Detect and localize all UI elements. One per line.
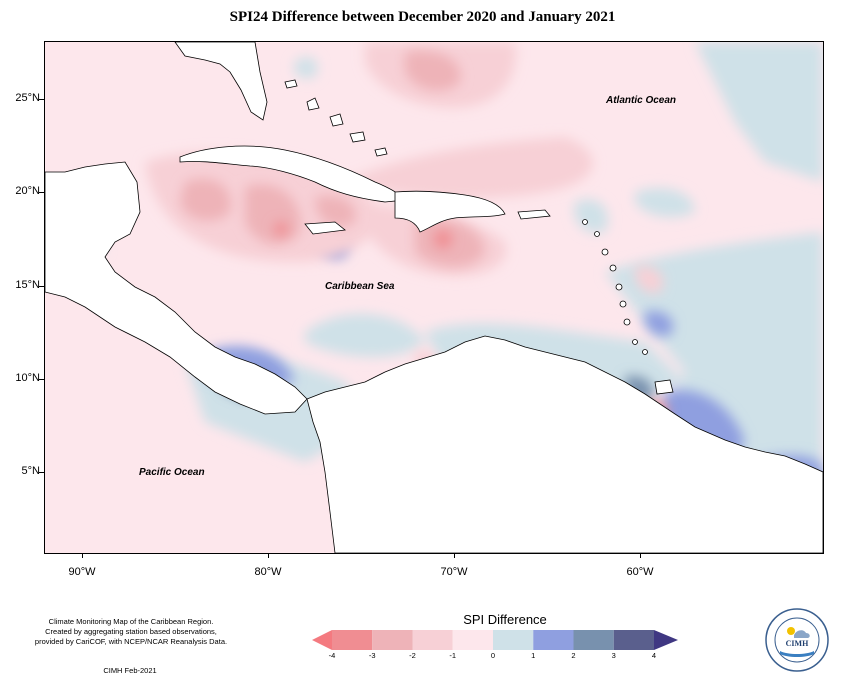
jamaica [304, 221, 346, 235]
bahamas-blue [293, 57, 318, 79]
logo-inner-ring [774, 617, 820, 663]
atlantic-northeast-blue [695, 42, 823, 182]
island-7 [623, 318, 631, 326]
lat-label-25: 25°N [15, 92, 40, 104]
bahamas-island-2 [306, 97, 320, 111]
legend-tick-label: 4 [651, 651, 657, 660]
legend-tick-label: 0 [490, 651, 496, 660]
lon-label-80: 80°W [254, 566, 282, 578]
island-9 [642, 349, 648, 355]
legend-tick-label: -4 [328, 651, 336, 660]
lon-label-90: 90°W [68, 566, 96, 578]
lesser-antilles-pink [634, 266, 664, 294]
puerto-rico [517, 209, 551, 220]
legend-cell-3 [452, 630, 493, 650]
legend-tick-label: 1 [531, 651, 536, 660]
lon-tick-90 [82, 553, 83, 558]
legend-title: SPI Difference [463, 612, 547, 627]
legend-cell-4 [493, 630, 534, 650]
island-2 [594, 231, 600, 237]
legend-cell-7 [613, 630, 654, 650]
lat-label-15: 15°N [15, 279, 40, 291]
cloud-icon [794, 630, 810, 638]
bahamas-island-4 [349, 131, 366, 143]
atlantic-ocean-label: Atlantic Ocean [606, 95, 677, 106]
legend-cell-5 [533, 630, 574, 650]
haiti-strong-pink [434, 230, 452, 248]
lon-tick-60 [640, 553, 641, 558]
legend-arrow-left [312, 630, 332, 650]
island-3 [601, 248, 609, 256]
lon-tick-80 [268, 553, 269, 558]
northeast-patch-blue [635, 188, 695, 218]
legend-cell-1 [372, 630, 413, 650]
lat-tick-15 [39, 286, 44, 287]
credit-line-2: Created by aggregating station based obs… [45, 627, 217, 636]
wave-icon [780, 651, 814, 657]
credit-line-3: provided by CariCOF, with NCEP/NCAR Rean… [34, 637, 228, 646]
leeward-blue [574, 199, 609, 233]
legend-cells [332, 630, 654, 650]
lat-tick-25 [39, 99, 44, 100]
lon-tick-70 [454, 553, 455, 558]
legend-tick-label: 2 [571, 651, 576, 660]
cayman-dark-pink [315, 195, 356, 227]
caribbean-sea-label: Caribbean Sea [325, 281, 395, 292]
lon-label-70: 70°W [440, 566, 468, 578]
lat-label-20: 20°N [15, 185, 40, 197]
lat-label-5: 5°N [21, 465, 40, 477]
legend-cell-2 [412, 630, 453, 650]
credit-text: Climate Monitoring Map of the Caribbean … [6, 617, 256, 647]
lat-tick-10 [39, 379, 44, 380]
credit-line-1: Climate Monitoring Map of the Caribbean … [48, 617, 214, 626]
lat-tick-5 [39, 472, 44, 473]
bahamas-island-5 [374, 147, 388, 157]
legend-cell-0 [332, 630, 373, 650]
spi-difference-map [45, 42, 823, 553]
legend-tick-label: -1 [449, 651, 457, 660]
map-title: SPI24 Difference between December 2020 a… [229, 9, 616, 25]
legend-tick-label: -3 [368, 651, 376, 660]
legend-cell-6 [573, 630, 614, 650]
legend-tick-label: 3 [611, 651, 616, 660]
bahamas-island-3 [329, 113, 344, 127]
trinidad [654, 379, 674, 395]
cayman-strong-pink [274, 222, 288, 236]
island-8 [632, 339, 638, 345]
south-america [306, 335, 823, 553]
legend-colorbar [312, 630, 678, 650]
lesser-antilles [582, 219, 648, 355]
credit-date: CIMH Feb-2021 [103, 666, 157, 675]
windward-blue [644, 311, 674, 337]
cuba-west-dark-pink [180, 178, 231, 221]
logo-text: CIMH [786, 639, 809, 648]
hispaniola [394, 190, 506, 233]
central-sea-blue [305, 313, 425, 357]
lat-tick-20 [39, 192, 44, 193]
pacific-ocean-label: Pacific Ocean [139, 467, 205, 478]
cimh-logo: CIMH [765, 608, 829, 672]
legend-arrow-right [654, 630, 678, 650]
lon-label-60: 60°W [626, 566, 654, 578]
atlantic-dark-pink [405, 50, 461, 91]
island-6 [619, 300, 627, 308]
legend-tick-label: -2 [409, 651, 416, 660]
hispaniola-north-pink [345, 137, 593, 199]
map-area[interactable] [44, 41, 824, 554]
central-america [45, 161, 308, 415]
florida [174, 42, 268, 121]
bahamas-island-1 [284, 79, 298, 89]
island-4 [609, 264, 617, 272]
island-5 [615, 283, 623, 291]
sun-icon [787, 627, 795, 635]
land-layer [45, 42, 823, 553]
island-1 [582, 219, 588, 225]
lat-label-10: 10°N [15, 372, 40, 384]
